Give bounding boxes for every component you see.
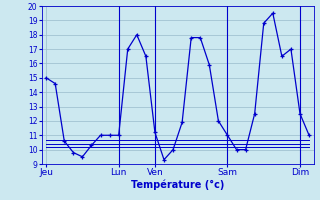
X-axis label: Température (°c): Température (°c) <box>131 180 224 190</box>
